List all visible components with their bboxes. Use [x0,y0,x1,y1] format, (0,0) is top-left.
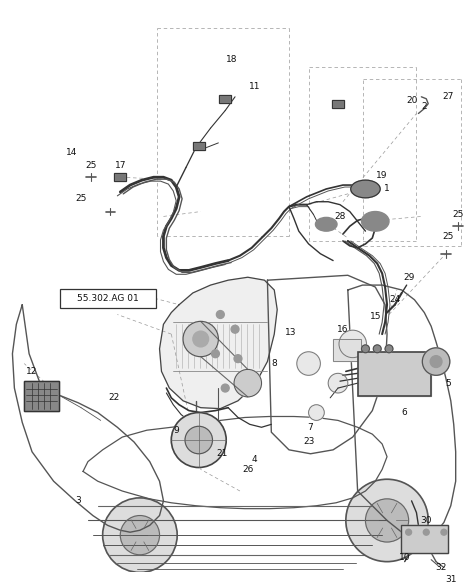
Circle shape [120,515,160,555]
Text: 55.302.AG 01: 55.302.AG 01 [77,294,139,303]
Bar [357,352,431,396]
Text: 24: 24 [389,296,401,304]
Text: 3: 3 [75,496,81,505]
Ellipse shape [362,212,389,231]
Circle shape [328,373,348,393]
Text: 25: 25 [75,194,87,203]
Ellipse shape [316,217,337,231]
Text: 26: 26 [242,465,254,474]
Bar [219,95,231,103]
Text: 1: 1 [384,184,390,194]
Text: 8: 8 [272,359,277,368]
Text: 16: 16 [337,325,349,333]
Bar [193,142,205,150]
Bar [332,100,344,108]
Text: 22: 22 [109,394,120,402]
Text: 4: 4 [252,455,257,464]
Text: 10: 10 [399,553,410,562]
Circle shape [231,325,239,333]
Text: 25: 25 [85,161,97,170]
Circle shape [234,370,262,397]
Circle shape [192,423,219,451]
Bar [24,381,58,410]
Bar [114,173,126,181]
Circle shape [183,321,219,357]
Text: 25: 25 [442,231,454,241]
Text: 18: 18 [227,55,238,64]
Circle shape [185,426,212,454]
Text: 30: 30 [420,516,432,525]
Ellipse shape [351,180,380,198]
Bar [333,339,361,361]
Text: 17: 17 [115,161,126,170]
Circle shape [193,331,209,347]
Text: 15: 15 [370,312,381,321]
Bar [332,100,344,108]
Bar [333,339,361,361]
Text: 7: 7 [308,423,313,432]
Bar [401,525,448,553]
Text: 2: 2 [421,102,427,111]
Text: 21: 21 [217,449,228,458]
Polygon shape [160,278,277,409]
Text: 27: 27 [442,92,454,101]
Text: 25: 25 [452,210,463,219]
Text: 28: 28 [334,212,346,221]
FancyBboxPatch shape [61,289,155,308]
Text: 6: 6 [402,408,408,417]
Text: 23: 23 [303,437,314,447]
Text: 13: 13 [285,328,297,336]
Circle shape [211,350,219,357]
Circle shape [221,384,229,392]
Bar [357,352,431,396]
Circle shape [234,354,242,363]
Circle shape [171,413,226,468]
Bar [114,173,126,181]
Bar [401,525,448,553]
Circle shape [362,345,369,353]
Text: 5: 5 [445,378,451,388]
Circle shape [297,352,320,375]
Circle shape [423,529,429,535]
Circle shape [385,345,393,353]
Circle shape [365,499,409,542]
Circle shape [339,330,366,357]
Text: 20: 20 [406,96,417,105]
Bar [219,95,231,103]
Text: 11: 11 [249,82,260,92]
Text: 9: 9 [173,426,179,435]
Text: 29: 29 [403,273,414,282]
Circle shape [374,345,381,353]
Circle shape [346,479,428,561]
Circle shape [422,348,450,375]
Text: 31: 31 [445,575,456,583]
Bar [24,381,58,410]
Circle shape [406,529,411,535]
Circle shape [430,356,442,367]
Circle shape [309,405,324,420]
Text: 12: 12 [27,367,38,376]
Circle shape [217,311,224,318]
Circle shape [103,498,177,573]
Text: 32: 32 [435,563,447,572]
Circle shape [441,529,447,535]
Bar [193,142,205,150]
Text: 19: 19 [376,171,388,180]
Text: 14: 14 [65,148,77,157]
